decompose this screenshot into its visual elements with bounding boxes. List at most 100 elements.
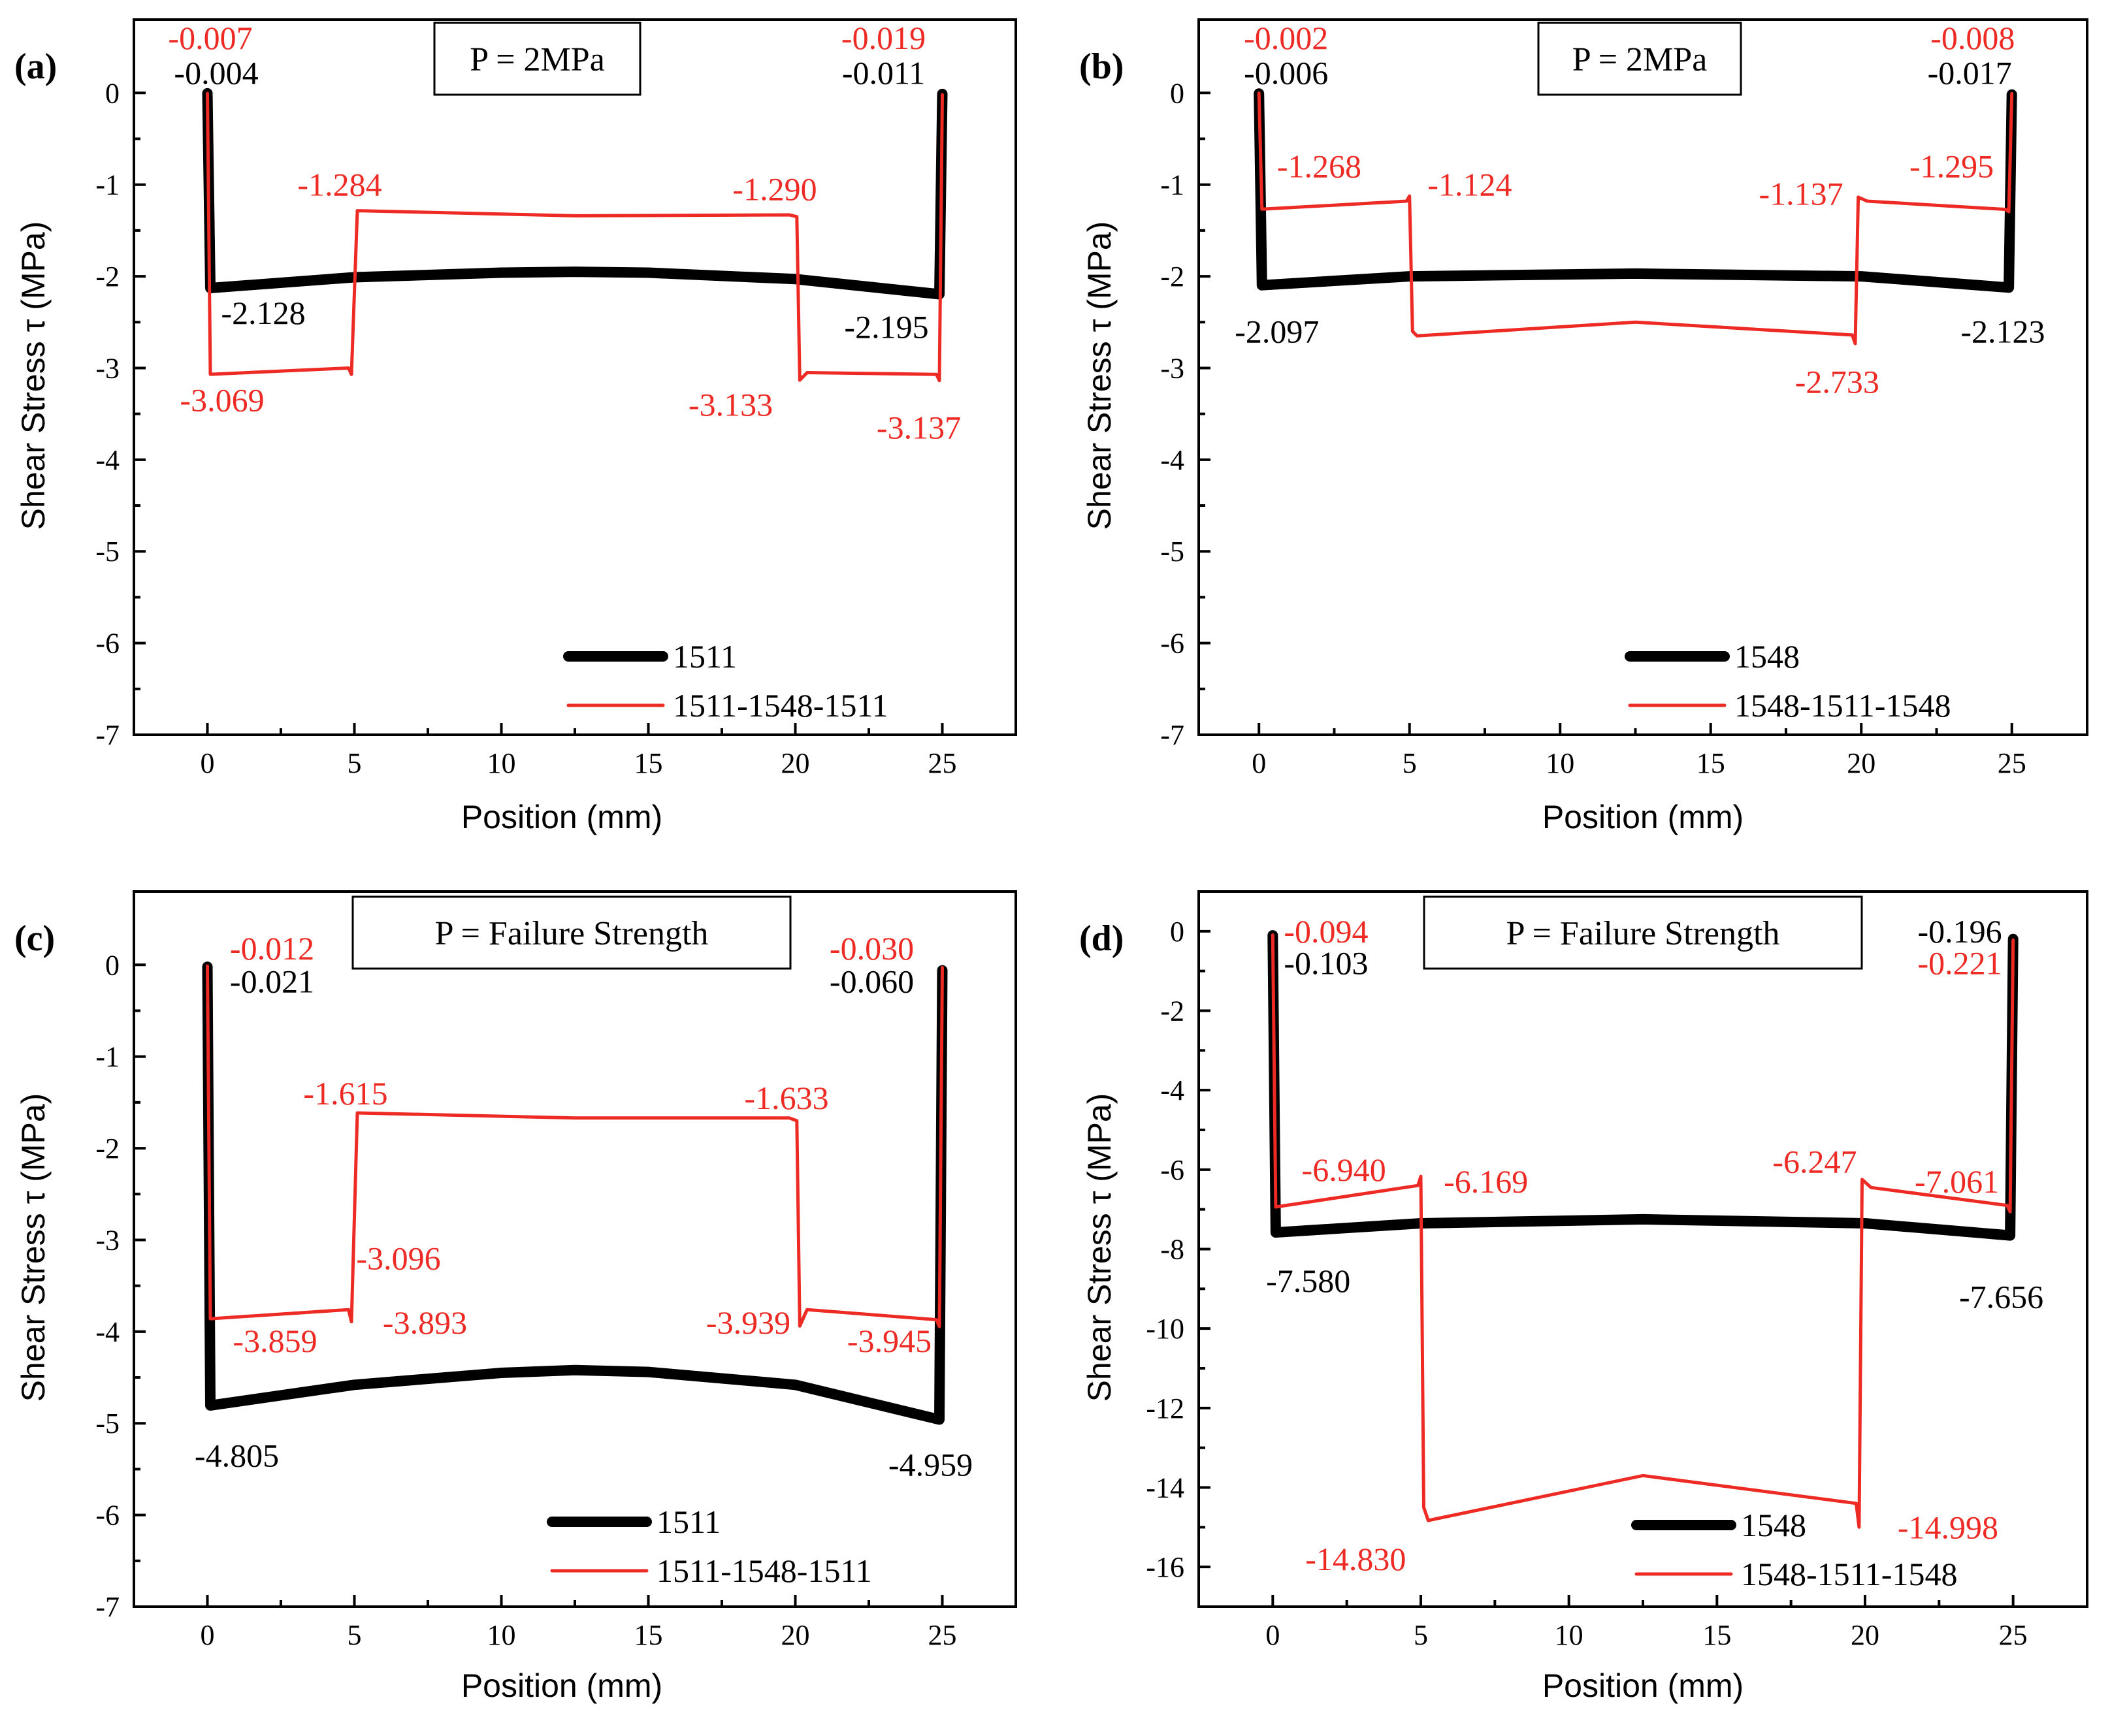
data-annotation: -3.945 [847, 1323, 932, 1359]
data-annotation: -0.060 [830, 963, 914, 1000]
y-tick-label: -4 [1160, 444, 1184, 476]
data-annotation: -0.011 [842, 54, 925, 91]
y-axis-title: Shear Stress τ (MPa) [1081, 1093, 1118, 1402]
panel-label: (b) [1079, 46, 1124, 87]
data-annotation: -2.097 [1235, 313, 1319, 349]
y-tick-label: -5 [95, 536, 120, 568]
chart-panel-d: 0 5 10 15 20 25 0 -2 -4 -6 -8 -10 -12 -14 -16 Position … [1079, 890, 2088, 1704]
data-annotation: -0.021 [230, 963, 314, 1000]
y-tick-label: -6 [95, 628, 120, 660]
data-annotation: -0.019 [841, 20, 926, 56]
data-annotation: -0.103 [1284, 945, 1368, 982]
data-annotation: -6.247 [1772, 1144, 1857, 1180]
x-tick-label: 20 [781, 1619, 810, 1651]
y-tick-label: -2 [95, 261, 120, 293]
x-tick-label: 5 [348, 747, 362, 779]
x-tick-label: 0 [201, 1619, 215, 1651]
series-line-1511-1548-1511 [206, 964, 944, 1328]
y-tick-label: -4 [1160, 1074, 1184, 1106]
x-tick-label: 15 [634, 1619, 663, 1651]
data-annotation: -14.998 [1898, 1509, 1998, 1545]
y-tick-label: -3 [1160, 352, 1184, 384]
x-tick-label: 0 [1252, 747, 1266, 779]
legend-label: 1511 [657, 1503, 721, 1540]
x-tick-label: 15 [634, 747, 663, 779]
data-annotation: -0.017 [1928, 54, 2012, 91]
x-tick-label: 10 [487, 747, 516, 779]
condition-box [351, 895, 792, 970]
y-tick-label: -3 [95, 352, 120, 384]
data-annotation: -4.805 [195, 1437, 279, 1473]
legend-label: 1511-1548-1511 [657, 1552, 872, 1589]
condition-label: P = 2MPa [1572, 41, 1708, 78]
data-annotation: -1.290 [732, 171, 817, 208]
condition-label: P = Failure Strength [1506, 915, 1780, 952]
data-annotation: -7.580 [1266, 1262, 1350, 1299]
legend-label: 1548-1511-1548 [1734, 687, 1951, 724]
data-annotation: -1.124 [1427, 167, 1512, 203]
y-tick-label: -8 [1160, 1234, 1184, 1266]
data-annotation: -14.830 [1305, 1541, 1406, 1577]
y-tick-label: -5 [1160, 536, 1184, 568]
legend-label: 1548-1511-1548 [1741, 1556, 1957, 1592]
data-annotation: -3.133 [689, 387, 773, 423]
y-tick-label: 0 [105, 949, 120, 981]
chart-panel-b: 0 5 10 15 20 25 0 -1 -2 -3 -4 -5 -6 -7 Position (mm) Sh… [1079, 18, 2088, 835]
data-annotation: -3.893 [383, 1304, 467, 1341]
series-line-1548-1511-1548 [1271, 933, 2015, 1529]
y-tick-label: -7 [95, 719, 120, 751]
x-tick-label: 25 [928, 1619, 957, 1651]
data-annotation: -6.169 [1444, 1163, 1528, 1200]
condition-label: P = Failure Strength [435, 915, 709, 952]
y-tick-label: -1 [95, 1041, 120, 1073]
x-axis-title: Position (mm) [461, 799, 662, 835]
data-annotation: -2.123 [1960, 313, 2045, 349]
x-tick-label: 10 [1555, 1619, 1583, 1651]
data-annotation: -7.656 [1959, 1279, 2043, 1315]
data-annotation: -4.959 [888, 1446, 973, 1483]
x-tick-label: 5 [1414, 1619, 1428, 1651]
data-annotation: -0.008 [1930, 20, 2015, 56]
x-tick-label: 25 [1998, 747, 2026, 779]
series-line-1511 [202, 961, 948, 1425]
data-annotation: -0.002 [1244, 20, 1328, 56]
y-axis-title: Shear Stress τ (MPa) [15, 221, 52, 530]
x-tick-label: 20 [1851, 1619, 1879, 1651]
x-axis-title: Position (mm) [1542, 799, 1744, 835]
x-tick-label: 15 [1702, 1619, 1731, 1651]
x-tick-label: 20 [781, 747, 810, 779]
x-tick-label: 10 [1546, 747, 1574, 779]
data-annotation: -0.006 [1244, 54, 1328, 91]
data-annotation: -1.268 [1277, 148, 1361, 185]
x-tick-label: 20 [1847, 747, 1875, 779]
condition-box [1537, 22, 1742, 96]
data-annotation: -0.007 [168, 20, 252, 56]
legend-label: 1511 [673, 638, 737, 675]
x-tick-label: 5 [348, 1619, 362, 1651]
y-tick-label: -1 [1160, 169, 1184, 201]
data-annotation: -1.137 [1759, 176, 1843, 212]
y-tick-label: -2 [1160, 995, 1184, 1027]
y-axis-title: Shear Stress τ (MPa) [1081, 221, 1118, 530]
y-tick-label: -7 [1160, 719, 1184, 751]
data-annotation: -2.195 [844, 308, 928, 345]
x-tick-label: 25 [1999, 1619, 2028, 1651]
y-tick-label: -10 [1146, 1313, 1184, 1345]
x-tick-label: 0 [1265, 1619, 1280, 1651]
legend-label: 1548 [1734, 638, 1800, 675]
series-line-1511 [202, 88, 948, 300]
data-annotation: -3.096 [356, 1240, 440, 1277]
data-annotation: -3.137 [877, 410, 961, 446]
y-tick-label: -6 [1160, 1154, 1184, 1186]
plot-frame [133, 18, 1017, 736]
data-annotation: -3.939 [706, 1304, 790, 1341]
legend-label: 1548 [1741, 1507, 1806, 1543]
data-annotation: -0.012 [230, 930, 314, 967]
x-tick-label: 10 [487, 1619, 516, 1651]
data-annotation: -1.295 [1909, 148, 1994, 185]
data-annotation: -0.004 [174, 54, 258, 91]
x-tick-label: 15 [1696, 747, 1725, 779]
x-axis-title: Position (mm) [461, 1667, 662, 1704]
condition-box [1423, 895, 1863, 970]
